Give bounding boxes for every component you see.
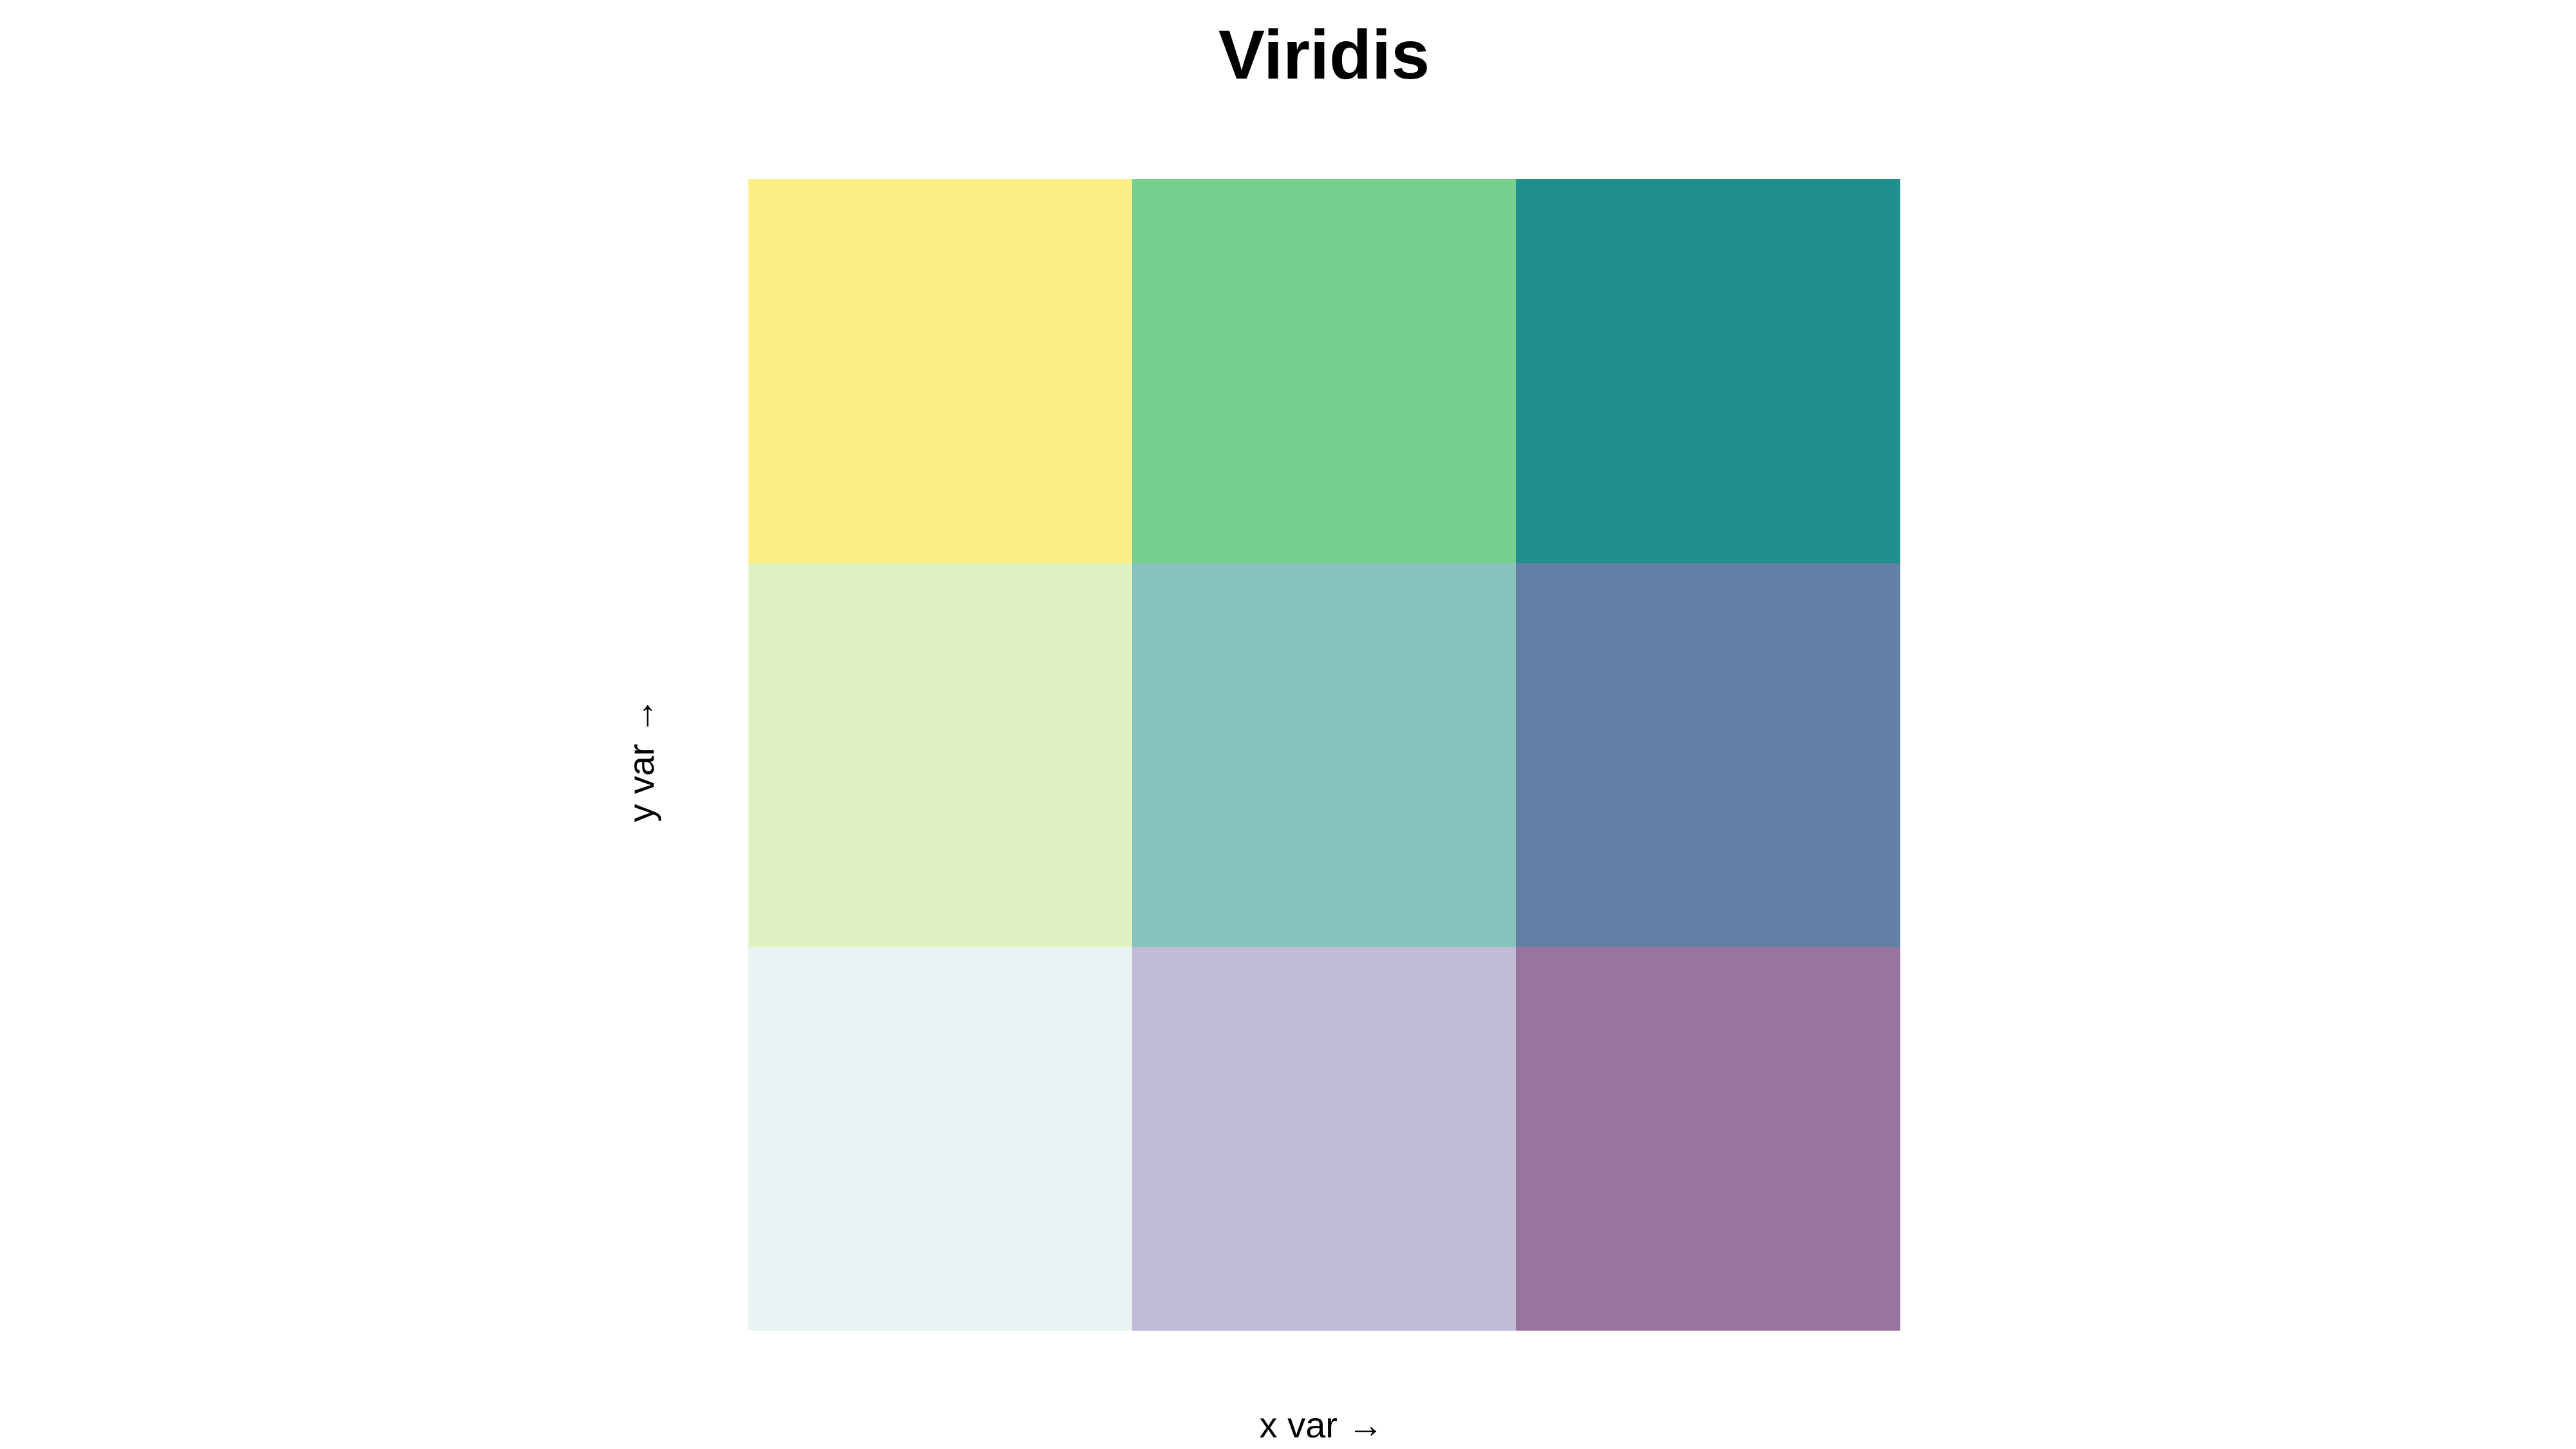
chart-title: Viridis: [1218, 15, 1430, 93]
heatmap-cells: [748, 179, 1900, 1331]
heatmap-cell-x2-y3: [1132, 179, 1517, 564]
heatmap-cell-x2-y2: [1132, 563, 1517, 947]
x-axis-label: x var →: [1260, 1405, 1384, 1445]
heatmap-cell-x2-y1: [1132, 947, 1517, 1331]
heatmap-cell-x3-y2: [1516, 563, 1900, 947]
y-axis-label: y var →: [621, 698, 661, 822]
heatmap-cell-x3-y3: [1516, 179, 1900, 564]
heatmap-cell-x1-y3: [748, 179, 1133, 564]
heatmap-cell-x1-y2: [748, 563, 1133, 947]
heatmap-cell-x1-y1: [748, 947, 1133, 1331]
heatmap-cell-x3-y1: [1516, 947, 1900, 1331]
